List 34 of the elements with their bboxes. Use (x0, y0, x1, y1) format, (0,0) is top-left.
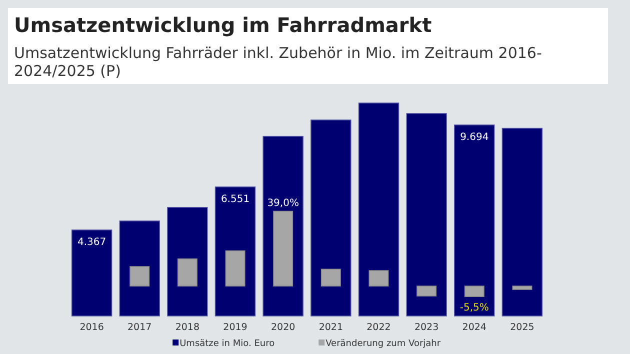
x-tick-label: 2019 (223, 322, 248, 333)
bar (502, 128, 543, 316)
bar (454, 124, 495, 316)
bar (464, 286, 484, 298)
data-label: 9.694 (460, 132, 489, 143)
bar (406, 113, 447, 316)
data-label: 6.551 (220, 194, 250, 205)
x-tick-label: 2023 (414, 322, 439, 333)
bar (368, 270, 389, 286)
data-label: 4.367 (77, 236, 106, 248)
legend-label: Veränderung zum Vorjahr (326, 339, 441, 349)
bar (177, 258, 198, 286)
data-label: 39,0% (267, 198, 299, 210)
x-tick-label: 2021 (318, 322, 344, 333)
bar (71, 230, 112, 316)
x-tick-label: 2018 (175, 322, 200, 333)
bar (225, 250, 246, 286)
bar (310, 120, 352, 316)
bar (416, 286, 437, 296)
x-tick-label: 2017 (128, 322, 152, 333)
x-tick-label: 2016 (80, 322, 104, 333)
x-tick-label: 2022 (366, 322, 391, 333)
x-tick-label: 2025 (510, 322, 534, 333)
data-label: -5,5% (460, 302, 489, 314)
bar (130, 266, 150, 286)
bar (273, 210, 294, 286)
bar (320, 268, 341, 286)
text: Umsätze in Mio. Euro (180, 339, 276, 349)
bar (358, 102, 400, 316)
chart-title: Umsatzentwicklung im Fahrradmarkt (14, 13, 432, 37)
x-tick-label: 2024 (462, 322, 486, 333)
chart-subtitle: Umsatzentwicklung Fahrräder inkl. Zubehör in Mio. im Zeitraum 2016-2024/2025 (P) (14, 44, 542, 80)
bar (512, 286, 532, 290)
x-tick-label: 2020 (270, 322, 296, 333)
